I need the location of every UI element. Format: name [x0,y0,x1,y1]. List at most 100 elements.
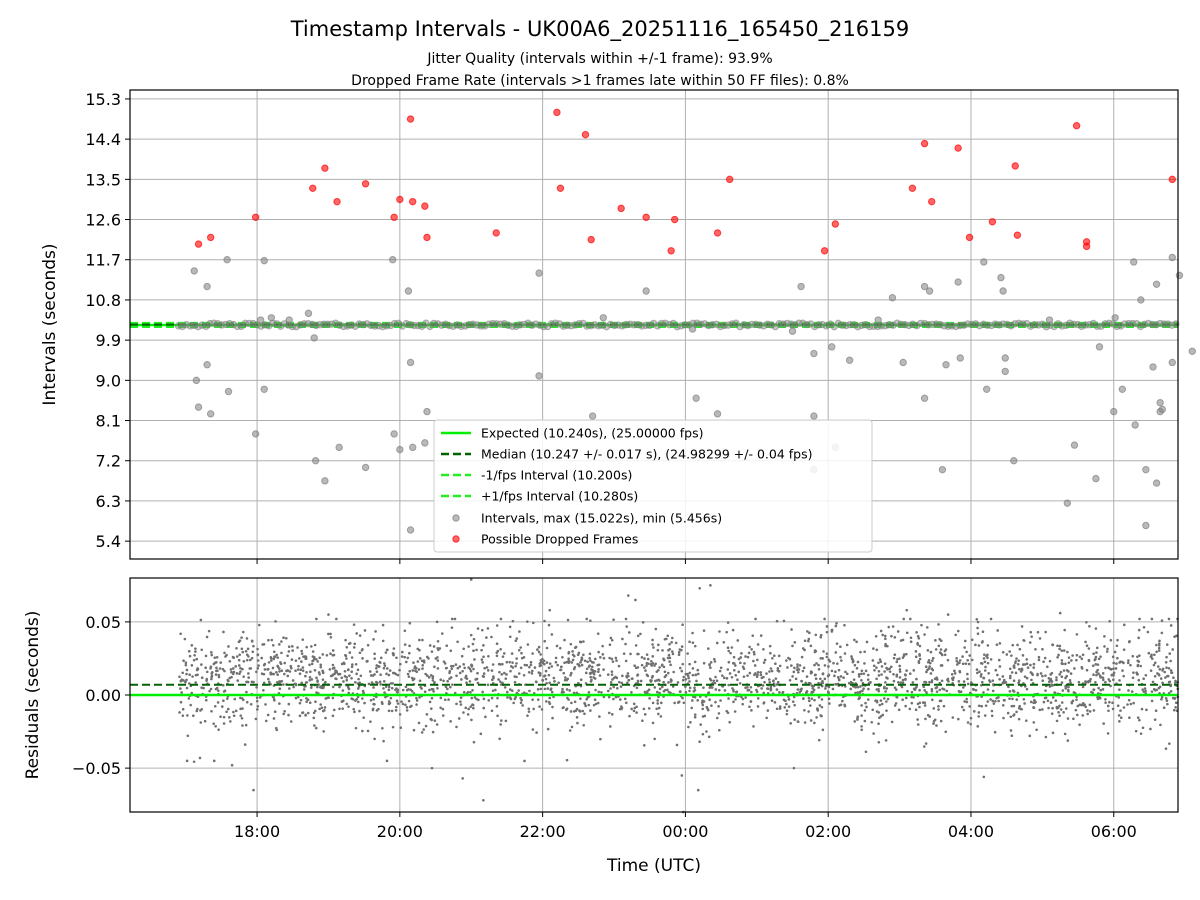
residual-point [565,688,569,691]
residual-point [1066,688,1070,692]
residual-point [1012,679,1016,682]
residual-point [1023,675,1027,678]
residual-point [925,670,928,674]
residual-point [1153,718,1157,721]
residual-point [194,673,198,677]
residual-point [464,706,468,710]
residual-point [684,678,688,681]
residual-point [332,708,336,712]
residual-point [566,677,570,681]
residual-point [1015,710,1018,714]
residual-point [1122,648,1126,651]
residual-point [410,689,414,693]
intervals-y-tick-label: 11.7 [85,251,121,270]
residual-point [1147,651,1151,655]
residual-point [1041,679,1045,682]
residual-point [647,688,651,692]
residual-point [412,661,415,664]
residual-point [655,670,659,673]
residual-point [225,697,229,700]
interval-outlier-point [260,385,268,393]
residual-point [850,655,853,658]
residual-point [1154,709,1158,712]
residual-point [447,698,450,701]
residual-point [392,647,396,650]
residual-point [345,678,349,682]
interval-outlier-point [389,256,397,264]
residual-point [589,709,592,712]
residual-point [548,662,552,665]
residual-point [939,664,943,667]
residual-point [433,719,437,722]
residual-point [179,679,183,683]
residual-point [449,649,453,653]
interval-outlier-point [285,316,293,324]
residual-point [909,640,913,644]
interval-point [500,320,509,328]
residual-point [387,673,391,677]
residual-point [681,696,684,700]
interval-outlier-point [194,403,203,411]
residual-point [564,676,567,679]
interval-point [913,322,921,330]
residual-point [506,690,509,694]
residual-point [1062,669,1066,672]
residual-point [561,687,564,691]
legend-median-label: Median (10.247 +/- 0.017 s), (24.98299 +… [481,447,812,462]
residual-point [543,639,547,643]
interval-outlier-point [310,334,318,342]
residual-point [473,696,477,699]
residual-point [582,653,585,657]
interval-point [1093,322,1102,330]
residual-point [612,697,615,701]
residual-point [351,697,355,701]
residual-point [938,637,941,641]
residual-point [967,662,971,666]
residual-point [866,698,870,701]
interval-outlier-point [409,443,417,452]
interval-point [331,319,340,327]
residual-point [809,719,813,722]
residual-point [713,681,717,685]
residual-point [571,658,575,662]
residual-point [874,634,878,638]
residual-point [300,660,303,663]
residual-point [1101,672,1105,675]
residual-point [1174,701,1178,705]
residual-point [422,659,426,662]
residual-point [498,737,501,741]
residual-point [381,726,384,730]
residual-point [213,656,217,659]
residual-point [1096,695,1099,699]
residual-point [817,668,821,671]
residual-point [872,664,876,668]
residual-point [917,659,921,663]
residual-point [424,724,428,728]
residual-point [371,708,375,712]
residual-point [819,635,823,639]
dropped-frame-point [1011,162,1019,170]
residual-point [512,701,515,705]
residual-point [1049,673,1052,676]
residual-point [702,661,706,665]
residual-point [298,672,302,676]
interval-outlier-point [190,267,198,275]
residual-point [459,703,463,706]
residual-point [1002,698,1006,702]
residual-point [1010,654,1013,657]
residual-point [491,689,495,693]
residual-point [1060,681,1064,684]
residual-point [442,660,446,663]
x-tick-label: 00:00 [662,822,708,841]
interval-point [810,322,819,331]
residual-point [881,713,885,717]
residual-point [403,629,407,633]
interval-point [1073,320,1082,329]
residual-point [435,620,439,624]
residual-point [264,719,268,723]
residual-point [387,709,391,713]
residual-point [979,661,983,665]
residual-point [878,716,881,720]
residual-point [986,661,990,665]
residual-point [843,652,847,655]
